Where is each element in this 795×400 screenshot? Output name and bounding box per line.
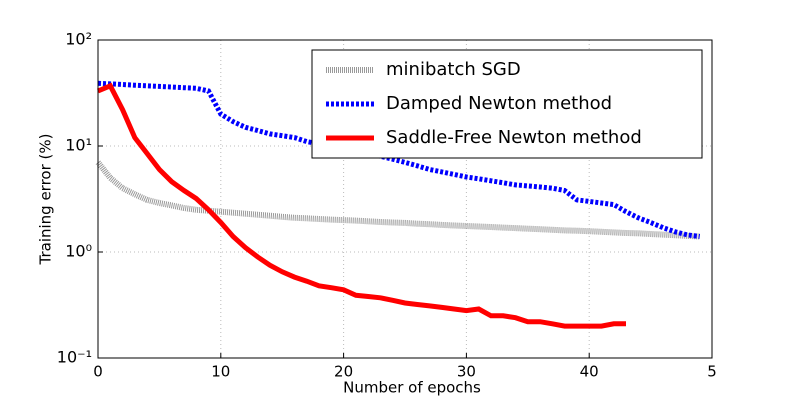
y-tick-label: 10⁰ (65, 242, 92, 261)
y-tick-label: 10¹ (65, 136, 92, 155)
series-line (97, 82, 626, 329)
x-tick-label: 0 (93, 363, 103, 381)
y-axis-label: Training error (%) (37, 134, 55, 266)
x-axis-label: Number of epochs (343, 379, 481, 397)
x-tick-label: 30 (457, 363, 476, 381)
x-tick-label: 40 (580, 363, 599, 381)
legend-label: Saddle-Free Newton method (386, 127, 642, 148)
plot-frame (97, 39, 713, 359)
x-tick-label: 10 (211, 363, 230, 381)
y-tick-label: 10⁻¹ (57, 348, 92, 367)
x-tick-label: 20 (334, 363, 353, 381)
legend-label: minibatch SGD (386, 59, 521, 80)
x-tick-label: 5 (707, 363, 717, 381)
y-tick-label: 10² (65, 30, 92, 49)
legend-box (311, 49, 703, 159)
legend-label: Damped Newton method (386, 93, 612, 114)
series-line (97, 80, 701, 239)
series-line (95, 160, 700, 240)
